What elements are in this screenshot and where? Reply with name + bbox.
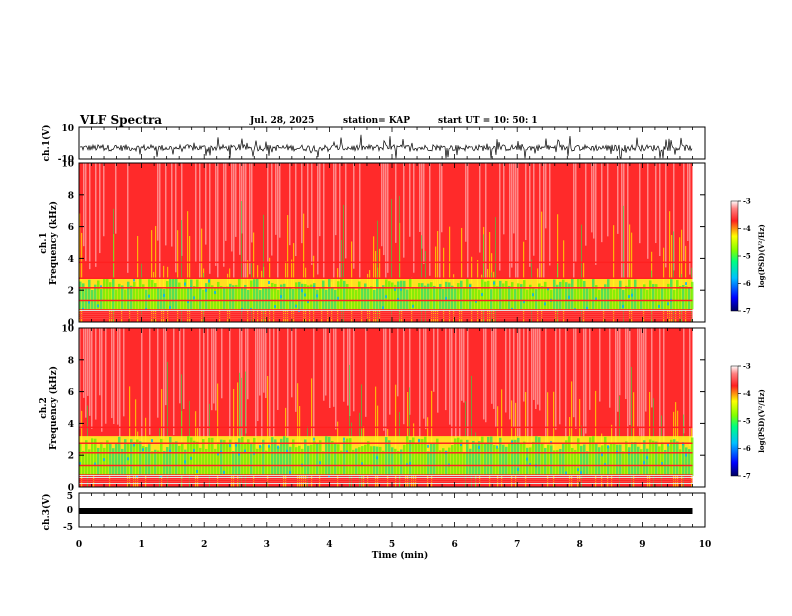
cb2-ticks-label-2: -5	[743, 417, 751, 426]
x-tick-label-10: 10	[699, 540, 712, 550]
spec1-yticks-label-3: 6	[68, 223, 74, 233]
spec2-yticks-label-2: 4	[68, 420, 74, 430]
ch1-waveform-line	[79, 134, 693, 159]
ch1-spectrogram-image	[79, 163, 705, 322]
spec1-yticks-label-1: 2	[68, 287, 74, 297]
x-tick-label-7: 7	[514, 540, 520, 550]
cb1-ticks-label-0: -3	[743, 197, 751, 206]
ch1-colorbar-label: log(PSD)(V²/Hz)	[757, 224, 766, 288]
ch1-ytick-bottom: -10	[58, 155, 74, 165]
cb1-ticks-label-1: -4	[743, 224, 751, 233]
x-tick-label-2: 2	[201, 540, 207, 550]
spec2-yticks-label-3: 6	[68, 388, 74, 398]
ch1-ylabel: ch.1(V)	[41, 125, 52, 162]
ch3-waveform-panel: 5 0 -5 ch.3(V)	[41, 492, 706, 533]
x-axis-label: Time (min)	[372, 550, 429, 561]
x-tick-label-3: 3	[264, 540, 270, 550]
spec2-yticks-label-0: 0	[68, 484, 74, 494]
spec2-yticks-label-5: 10	[61, 325, 74, 335]
ch2-spectrogram-image	[79, 328, 705, 487]
x-tick-label-9: 9	[639, 540, 645, 550]
ch1-ylabel-top: ch.1	[39, 232, 49, 253]
ch3-ytick-mid: 0	[67, 506, 73, 516]
x-tick-label-4: 4	[326, 540, 332, 550]
chart-title: VLF Spectra	[79, 113, 162, 127]
spec2-yticks-label-4: 8	[68, 356, 74, 366]
x-tick-label-1: 1	[138, 540, 144, 550]
spec1-yticks-label-0: 0	[68, 319, 74, 329]
ch2-ylabel-top: ch.2	[39, 397, 49, 418]
station-label: station= KAP	[343, 116, 410, 126]
spec2-yticks-label-1: 2	[68, 452, 74, 462]
cb1-ticks-label-2: -5	[743, 252, 751, 261]
ch1-colorbar	[730, 200, 739, 312]
ch2-colorbar	[730, 365, 739, 477]
x-axis: 0 1 2 3 4 5 6 7 8 9 10	[76, 127, 711, 550]
cb1-ticks-label-4: -7	[743, 307, 751, 316]
x-tick-label-8: 8	[577, 540, 583, 550]
x-tick-label-5: 5	[389, 540, 395, 550]
cb2-ticks-label-0: -3	[743, 362, 751, 371]
ch1-ytick-top: 10	[61, 124, 74, 134]
cb1-ticks-label-3: -6	[743, 279, 751, 288]
spec1-yticks-label-2: 4	[68, 255, 74, 265]
ch1-waveform-panel: 10 -10 ch.1(V)	[41, 124, 706, 165]
cb2-ticks-label-3: -6	[743, 444, 751, 453]
ch3-ylabel: ch.3(V)	[41, 494, 52, 531]
ch3-waveform-line	[79, 508, 693, 514]
spec1-yticks-label-4: 8	[68, 191, 74, 201]
x-tick-label-0: 0	[76, 540, 82, 550]
cb2-ticks-label-1: -4	[743, 389, 751, 398]
ch3-ytick-bottom: -5	[63, 523, 73, 533]
x-tick-label-6: 6	[451, 540, 457, 550]
ch3-ytick-top: 5	[67, 492, 73, 502]
spec1-yticks-label-5: 10	[61, 160, 74, 170]
cb2-ticks-label-4: -7	[743, 472, 751, 481]
ch2-colorbar-label: log(PSD)(V²/Hz)	[757, 389, 766, 453]
start-time-label: start UT = 10: 50: 1	[438, 116, 538, 126]
date-label: Jul. 28, 2025	[249, 116, 314, 126]
ch1-ylabel: Frequency (kHz)	[48, 201, 59, 285]
ch2-ylabel: Frequency (kHz)	[48, 366, 59, 450]
